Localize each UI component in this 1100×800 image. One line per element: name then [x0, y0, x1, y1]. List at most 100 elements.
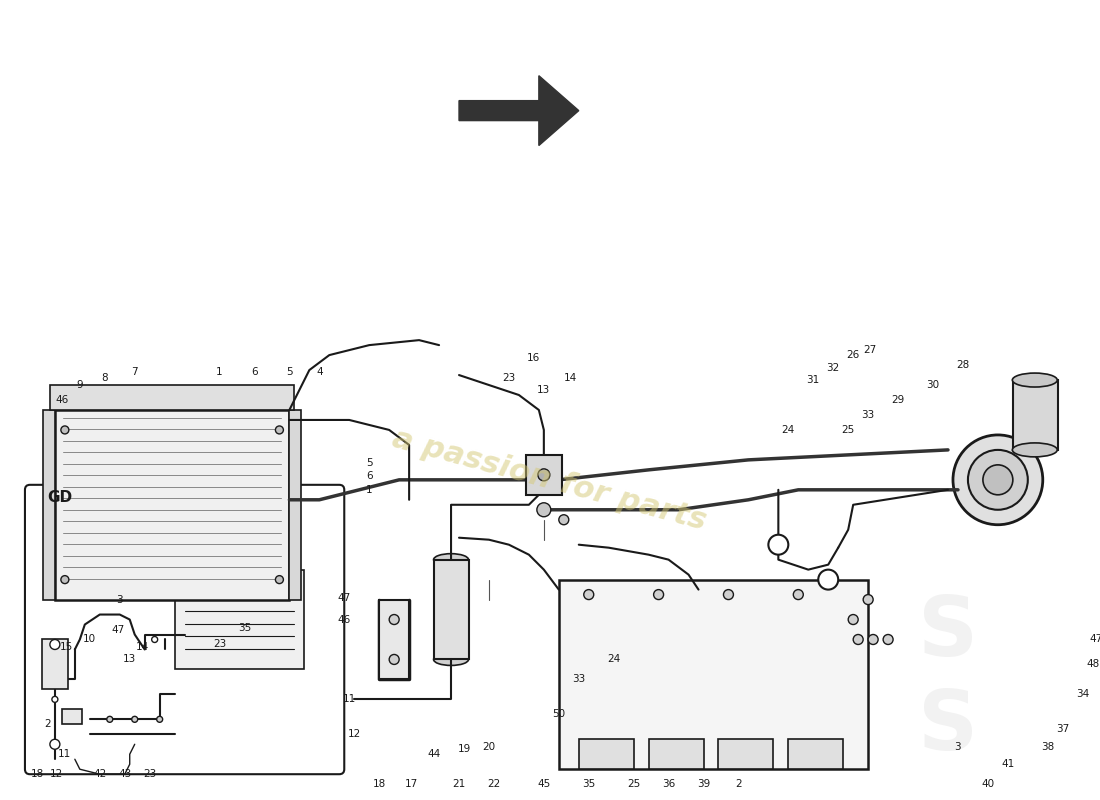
Text: 7: 7	[131, 367, 138, 377]
Bar	[289, 410, 301, 599]
Circle shape	[50, 739, 59, 750]
Text: 12: 12	[348, 730, 361, 739]
Bar	[1013, 380, 1058, 450]
Bar	[175, 570, 305, 670]
Circle shape	[584, 590, 594, 599]
Text: 25: 25	[842, 425, 855, 435]
Ellipse shape	[1012, 373, 1057, 387]
Text: 46: 46	[338, 614, 351, 625]
Bar	[55, 410, 289, 599]
Text: 31: 31	[806, 375, 820, 385]
Text: 45: 45	[537, 779, 550, 789]
Bar	[50, 385, 295, 410]
Text: 13: 13	[537, 385, 550, 395]
Bar	[718, 739, 773, 770]
Circle shape	[60, 576, 69, 584]
Text: 37: 37	[1056, 724, 1069, 734]
Text: 34: 34	[1076, 690, 1089, 699]
Ellipse shape	[953, 435, 1043, 525]
Text: 16: 16	[527, 353, 540, 363]
Bar	[42, 639, 68, 690]
Circle shape	[275, 576, 284, 584]
Circle shape	[60, 426, 69, 434]
Text: GD: GD	[47, 490, 73, 506]
Ellipse shape	[968, 450, 1027, 510]
Text: 18: 18	[373, 779, 386, 789]
Text: 38: 38	[1041, 742, 1055, 752]
Text: 42: 42	[94, 770, 107, 779]
Text: 33: 33	[861, 410, 875, 420]
Circle shape	[538, 469, 550, 481]
Circle shape	[559, 514, 569, 525]
Circle shape	[107, 716, 113, 722]
Text: 2: 2	[45, 719, 52, 730]
Text: 33: 33	[572, 674, 585, 685]
Text: 39: 39	[697, 779, 711, 789]
Circle shape	[275, 426, 284, 434]
Bar	[62, 710, 81, 724]
Text: 50: 50	[552, 710, 565, 719]
Text: 25: 25	[627, 779, 640, 789]
Bar	[649, 739, 704, 770]
Text: 21: 21	[452, 779, 465, 789]
Bar	[43, 410, 55, 599]
Text: 40: 40	[981, 779, 994, 789]
Text: 2: 2	[735, 779, 741, 789]
Text: 43: 43	[118, 770, 131, 779]
Text: 9: 9	[77, 380, 84, 390]
Text: 46: 46	[55, 395, 68, 405]
Text: 35: 35	[582, 779, 595, 789]
Circle shape	[152, 637, 157, 642]
Text: 15: 15	[60, 642, 74, 653]
Text: 1: 1	[366, 485, 373, 495]
Text: 27: 27	[864, 345, 877, 355]
Circle shape	[868, 634, 878, 645]
Text: 23: 23	[503, 373, 516, 383]
Text: 47: 47	[338, 593, 351, 602]
Text: a passion for parts: a passion for parts	[388, 424, 710, 536]
Text: 48: 48	[1086, 659, 1099, 670]
Bar	[379, 599, 409, 679]
Circle shape	[52, 696, 58, 702]
Circle shape	[818, 570, 838, 590]
Text: 41: 41	[1001, 759, 1014, 770]
Text: 13: 13	[123, 654, 136, 665]
Circle shape	[769, 534, 789, 554]
Circle shape	[724, 590, 734, 599]
Text: 30: 30	[926, 380, 939, 390]
Text: 14: 14	[564, 373, 578, 383]
Circle shape	[793, 590, 803, 599]
Text: 29: 29	[891, 395, 904, 405]
Polygon shape	[459, 76, 579, 146]
Bar	[579, 739, 634, 770]
Text: 3: 3	[117, 594, 123, 605]
Text: 23: 23	[143, 770, 156, 779]
Text: 26: 26	[847, 350, 860, 360]
Circle shape	[854, 634, 864, 645]
Text: 24: 24	[607, 654, 620, 665]
Circle shape	[50, 639, 59, 650]
FancyBboxPatch shape	[25, 485, 344, 774]
Text: 14: 14	[136, 642, 150, 653]
Circle shape	[864, 594, 873, 605]
Circle shape	[132, 716, 138, 722]
Bar	[526, 455, 562, 494]
Text: 28: 28	[956, 360, 969, 370]
Text: 24: 24	[782, 425, 795, 435]
Text: 3: 3	[955, 742, 961, 752]
Text: 5: 5	[286, 367, 293, 377]
Circle shape	[389, 614, 399, 625]
Text: 8: 8	[101, 373, 108, 383]
Text: 36: 36	[662, 779, 675, 789]
Ellipse shape	[433, 554, 469, 566]
Circle shape	[653, 590, 663, 599]
Text: 47: 47	[111, 625, 124, 634]
Text: 11: 11	[58, 750, 72, 759]
Text: S
S: S S	[917, 592, 978, 767]
Circle shape	[156, 716, 163, 722]
Text: 32: 32	[826, 363, 840, 373]
Text: 44: 44	[428, 750, 441, 759]
Text: 23: 23	[213, 639, 227, 650]
Text: 47: 47	[1089, 634, 1100, 645]
Text: 35: 35	[238, 622, 251, 633]
